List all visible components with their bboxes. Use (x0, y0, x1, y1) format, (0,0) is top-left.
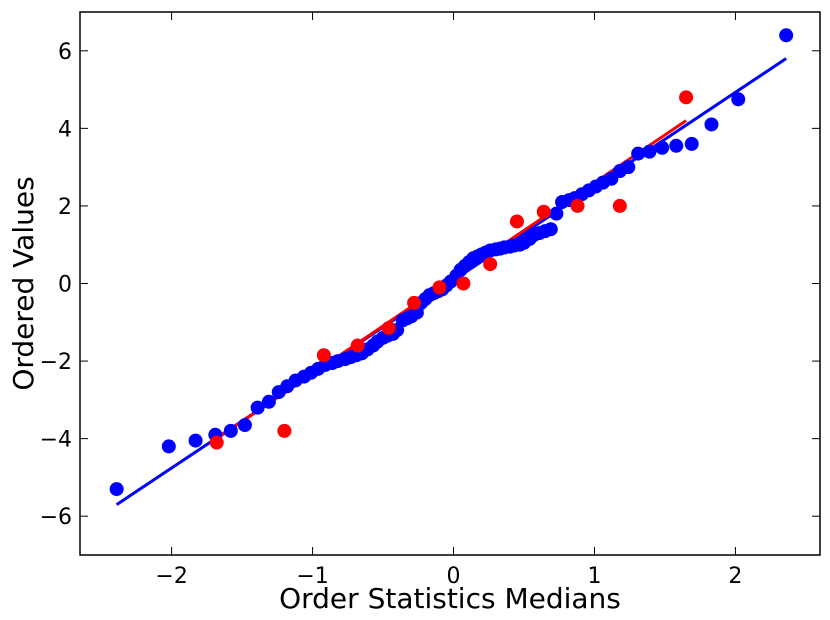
point-series-0-1 (161, 439, 176, 454)
point-series-1-7 (456, 276, 471, 291)
point-series-0-60 (543, 222, 558, 237)
x-tick-label: 1 (587, 564, 601, 589)
point-series-1-13 (679, 90, 694, 105)
y-tick-label: 2 (58, 195, 72, 220)
point-series-1-12 (612, 198, 627, 213)
point-series-0-61 (549, 206, 564, 221)
point-series-1-0 (209, 435, 224, 450)
point-series-1-10 (536, 204, 551, 219)
x-tick-label: −2 (155, 564, 187, 589)
point-series-0-0 (109, 482, 124, 497)
y-tick-label: 0 (58, 273, 72, 298)
point-series-1-6 (432, 280, 447, 295)
x-tick-label: 2 (728, 564, 742, 589)
point-series-0-5 (237, 418, 252, 433)
y-tick-label: −2 (40, 350, 72, 375)
y-axis-ticks: −6 −4 −2 0 2 4 6 (40, 40, 820, 530)
y-tick-label: 6 (58, 40, 72, 65)
y-tick-label: 4 (58, 117, 72, 142)
point-series-0-75 (669, 138, 684, 153)
y-axis-title: Ordered Values (7, 176, 40, 390)
point-series-0-76 (684, 136, 699, 151)
point-series-0-74 (655, 140, 670, 155)
point-series-0-2 (188, 433, 203, 448)
x-tick-label: 0 (447, 564, 461, 589)
y-tick-label: −6 (40, 505, 72, 530)
point-series-1-5 (407, 295, 422, 310)
data-points (109, 28, 794, 497)
point-series-0-79 (779, 28, 794, 43)
point-series-0-77 (704, 117, 719, 132)
point-series-0-4 (223, 423, 238, 438)
point-series-1-3 (350, 338, 365, 353)
point-series-0-71 (621, 160, 636, 175)
point-series-1-2 (316, 348, 331, 363)
point-series-0-72 (631, 146, 646, 161)
point-series-1-9 (509, 214, 524, 229)
point-series-1-4 (381, 321, 396, 336)
point-series-1-1 (277, 423, 292, 438)
point-series-1-11 (570, 198, 585, 213)
y-tick-label: −4 (40, 428, 72, 453)
point-series-0-73 (642, 144, 657, 159)
point-series-0-7 (261, 394, 276, 409)
x-axis-ticks: −2 −1 0 1 2 (155, 12, 742, 589)
point-series-0-78 (731, 92, 746, 107)
point-series-1-8 (483, 257, 498, 272)
x-tick-label: −1 (296, 564, 328, 589)
point-series-0-6 (250, 400, 265, 415)
x-axis-title: Order Statistics Medians (279, 582, 621, 615)
